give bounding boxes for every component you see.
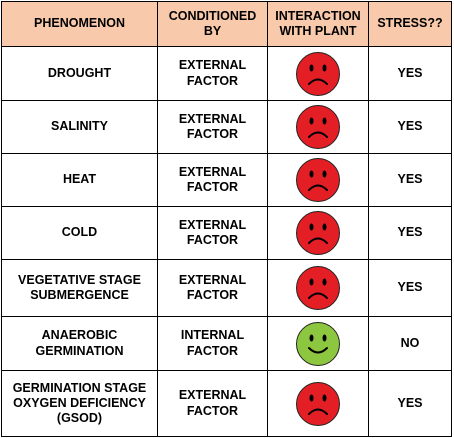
interaction-cell	[267, 206, 369, 260]
header-interaction: INTERACTION WITH PLANT	[267, 1, 369, 47]
sad-face-icon	[296, 158, 340, 202]
conditioned-by-cell: INTERNAL FACTOR	[157, 316, 268, 371]
sad-face-icon	[296, 105, 340, 149]
sad-face-icon	[296, 211, 340, 255]
conditioned-by-cell: EXTERNAL FACTOR	[157, 259, 268, 317]
stress-cell: NO	[368, 316, 452, 371]
stress-cell: YES	[368, 259, 452, 317]
table-row: HEAT EXTERNAL FACTOR YES	[1, 153, 452, 207]
phenomenon-cell: DROUGHT	[1, 46, 158, 101]
interaction-cell	[267, 100, 369, 154]
phenomenon-cell: COLD	[1, 206, 158, 260]
interaction-cell	[267, 370, 369, 437]
interaction-cell	[267, 153, 369, 207]
header-conditioned-by: CONDITIONED BY	[157, 1, 268, 47]
table-row: DROUGHT EXTERNAL FACTOR YES	[1, 46, 452, 101]
table-row: ANAEROBIC GERMINATION INTERNAL FACTOR NO	[1, 316, 452, 371]
conditioned-by-cell: EXTERNAL FACTOR	[157, 370, 268, 437]
conditioned-by-cell: EXTERNAL FACTOR	[157, 153, 268, 207]
stress-cell: YES	[368, 370, 452, 437]
table-row: SALINITY EXTERNAL FACTOR YES	[1, 100, 452, 154]
stress-cell: YES	[368, 100, 452, 154]
interaction-cell	[267, 46, 369, 101]
header-phenomenon: PHENOMENON	[1, 1, 158, 47]
phenomenon-cell: GERMINATION STAGE OXYGEN DEFICIENCY (GSO…	[1, 370, 158, 437]
stress-cell: YES	[368, 46, 452, 101]
interaction-cell	[267, 259, 369, 317]
phenomenon-cell: SALINITY	[1, 100, 158, 154]
phenomenon-cell: VEGETATIVE STAGE SUBMERGENCE	[1, 259, 158, 317]
sad-face-icon	[296, 51, 340, 96]
happy-face-icon	[296, 321, 340, 366]
phenomenon-cell: ANAEROBIC GERMINATION	[1, 316, 158, 371]
table-row: VEGETATIVE STAGE SUBMERGENCE EXTERNAL FAC…	[1, 259, 452, 317]
stress-cell: YES	[368, 206, 452, 260]
table-row: COLD EXTERNAL FACTOR YES	[1, 206, 452, 260]
phenomenon-cell: HEAT	[1, 153, 158, 207]
sad-face-icon	[296, 381, 340, 426]
conditioned-by-cell: EXTERNAL FACTOR	[157, 206, 268, 260]
conditioned-by-cell: EXTERNAL FACTOR	[157, 100, 268, 154]
sad-face-icon	[296, 266, 340, 310]
header-row: PHENOMENON CONDITIONED BY INTERACTION WI…	[1, 1, 452, 47]
table-row: GERMINATION STAGE OXYGEN DEFICIENCY (GSO…	[1, 370, 452, 437]
interaction-cell	[267, 316, 369, 371]
conditioned-by-cell: EXTERNAL FACTOR	[157, 46, 268, 101]
header-stress: STRESS??	[368, 1, 452, 47]
stress-cell: YES	[368, 153, 452, 207]
